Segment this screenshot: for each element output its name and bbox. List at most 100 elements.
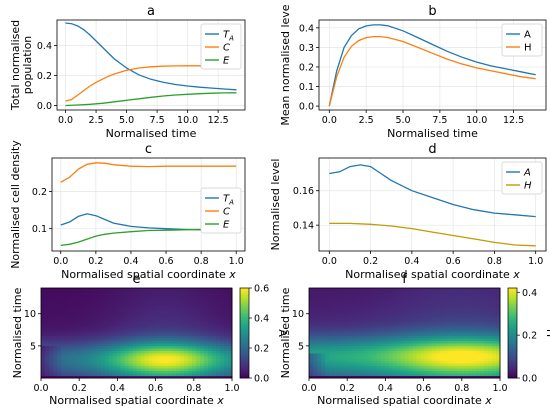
heatmap-cell (332, 370, 338, 374)
heatmap-cell (64, 343, 70, 346)
heatmap-cell (112, 290, 118, 294)
heatmap-cell (124, 313, 130, 316)
heatmap-cell (476, 288, 481, 291)
heatmap-cell (132, 325, 137, 329)
heatmap-cell (228, 290, 233, 294)
heatmap-cell (396, 365, 402, 369)
heatmap-cell (320, 338, 326, 341)
heatmap-cell (76, 358, 82, 361)
heatmap-cell (368, 338, 374, 341)
heatmap-cell (364, 358, 370, 361)
heatmap-cell (420, 343, 425, 346)
heatmap-cell (88, 288, 94, 291)
heatmap-cell (124, 303, 130, 306)
heatmap-cell (424, 358, 429, 361)
heatmap-cell (216, 290, 221, 294)
heatmap-cell (224, 358, 229, 361)
heatmap-cell (220, 308, 225, 311)
heatmap-cell (408, 348, 413, 351)
heatmap-cell (496, 290, 501, 294)
heatmap-cell (41, 345, 46, 349)
heatmap-cell (92, 350, 98, 354)
heatmap-cell (316, 373, 322, 376)
heatmap-cell (44, 290, 50, 294)
heatmap-cell (41, 320, 46, 324)
heatmap-cell (108, 318, 114, 321)
heatmap-cell (160, 355, 165, 359)
heatmap-cell (404, 293, 409, 296)
heatmap-cell (316, 325, 322, 329)
heatmap-cell (372, 288, 378, 291)
heatmap-cell (344, 288, 350, 291)
heatmap-cell (388, 335, 394, 339)
heatmap-cell (328, 325, 334, 329)
heatmap-cell (68, 363, 74, 366)
heatmap-cell (172, 338, 177, 341)
x-tick-label: 0.2 (88, 256, 103, 267)
heatmap-cell (128, 320, 134, 324)
heatmap-cell (492, 318, 497, 321)
heatmap-cell (156, 358, 161, 361)
heatmap-cell (488, 330, 493, 334)
heatmap-cell (112, 335, 118, 339)
heatmap-cell (372, 300, 378, 304)
heatmap-cell (208, 350, 213, 354)
heatmap-cell (100, 310, 106, 314)
heatmap-cell (132, 290, 137, 294)
heatmap-cell (332, 318, 338, 321)
heatmap-cell (404, 298, 409, 301)
heatmap-cell (312, 375, 318, 379)
heatmap-cell (220, 290, 225, 294)
heatmap-cell (148, 293, 153, 296)
heatmap-cell (140, 373, 145, 376)
axes-frame (318, 157, 547, 252)
heatmap-cell (88, 313, 94, 316)
heatmap-cell (456, 370, 461, 374)
heatmap-cell (352, 333, 358, 336)
heatmap-cell (176, 348, 181, 351)
heatmap-cell (376, 305, 382, 309)
heatmap-cell (440, 338, 445, 341)
heatmap-cell (84, 320, 90, 324)
heatmap-cell (388, 343, 394, 346)
heatmap-cell (44, 288, 50, 291)
heatmap-cell (176, 308, 181, 311)
heatmap-cell (492, 330, 497, 334)
heatmap-cell (380, 338, 386, 341)
heatmap-cell (140, 345, 145, 349)
heatmap-cell (436, 290, 441, 294)
heatmap-cell (136, 328, 141, 331)
heatmap-cell (400, 333, 405, 336)
heatmap-cell (212, 335, 217, 339)
heatmap-cell (424, 363, 429, 366)
heatmap-cell (128, 333, 134, 336)
heatmap-cell (128, 365, 134, 369)
heatmap-cell (372, 365, 378, 369)
heatmap-cell (344, 338, 350, 341)
heatmap-cell (56, 365, 62, 369)
heatmap-cell (344, 328, 350, 331)
x-tick-label: 2.5 (359, 115, 374, 126)
heatmap-cell (108, 325, 114, 329)
heatmap-cell (392, 323, 398, 326)
heatmap-cell (480, 355, 485, 359)
heatmap-cell (488, 363, 493, 366)
heatmap-cell (436, 370, 441, 374)
heatmap-cell (432, 375, 437, 379)
heatmap-cell (216, 320, 221, 324)
heatmap-cell (116, 323, 122, 326)
heatmap-cell (400, 338, 405, 341)
heatmap-cell (144, 308, 149, 311)
heatmap-cell (364, 375, 370, 379)
heatmap-cell (468, 310, 473, 314)
heatmap-cell (352, 325, 358, 329)
heatmap-cell (444, 328, 449, 331)
heatmap-cell (444, 368, 449, 371)
heatmap-cell (136, 370, 141, 374)
heatmap-cell (464, 348, 469, 351)
heatmap-cell (376, 368, 382, 371)
heatmap-cell (309, 355, 314, 359)
y-tick-label: 0.16 (293, 186, 314, 197)
heatmap-cell (309, 353, 314, 356)
heatmap-cell (188, 308, 193, 311)
